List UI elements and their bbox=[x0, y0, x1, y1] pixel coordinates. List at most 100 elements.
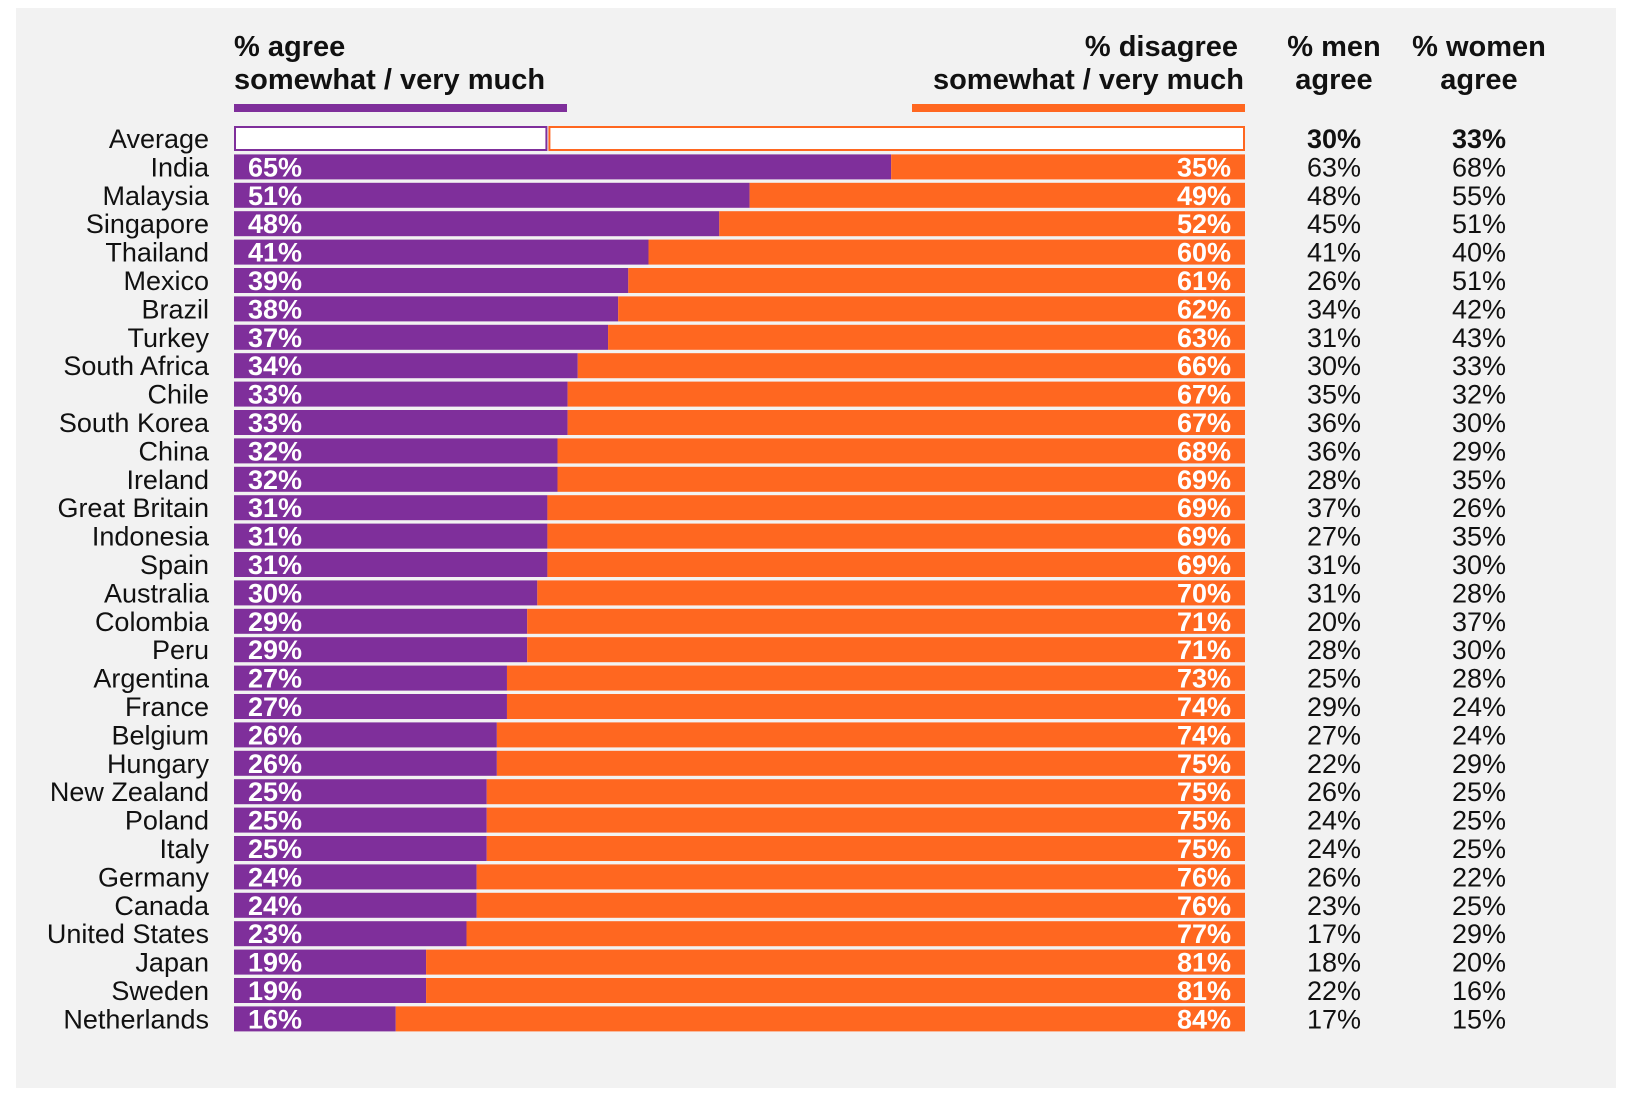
bar-agree-label: 26% bbox=[248, 720, 302, 750]
country-label: Singapore bbox=[86, 209, 209, 239]
bar-agree-label: 33% bbox=[248, 380, 302, 410]
bar-agree-label: 19% bbox=[248, 976, 302, 1006]
country-label: Ireland bbox=[126, 465, 209, 495]
country-label: Poland bbox=[125, 806, 209, 836]
bar-agree bbox=[234, 296, 619, 322]
bar-disagree bbox=[426, 978, 1246, 1003]
bar-agree bbox=[234, 864, 477, 890]
women-agree-value: 29% bbox=[1452, 436, 1506, 466]
bar-agree bbox=[234, 268, 629, 293]
bar-agree bbox=[234, 353, 578, 379]
country-label: Great Britain bbox=[57, 493, 209, 523]
country-label: South Korea bbox=[59, 408, 210, 438]
country-label: Hungary bbox=[107, 749, 210, 779]
women-agree-value: 15% bbox=[1452, 1004, 1506, 1034]
bar-disagree bbox=[608, 324, 1245, 350]
bar-agree bbox=[234, 694, 507, 719]
bar-agree bbox=[234, 978, 427, 1003]
country-label: Canada bbox=[114, 891, 210, 921]
bar-disagree bbox=[496, 722, 1245, 748]
bar-disagree bbox=[466, 921, 1245, 947]
country-label: Brazil bbox=[141, 294, 209, 324]
bar-agree-label: 16% bbox=[248, 1004, 302, 1034]
women-agree-value: 35% bbox=[1452, 522, 1506, 552]
bar-disagree-label: 75% bbox=[1177, 777, 1231, 807]
women-header-line2: agree bbox=[1440, 64, 1517, 96]
country-label: Colombia bbox=[95, 607, 210, 637]
bar-agree bbox=[234, 921, 467, 947]
bar-agree bbox=[234, 750, 497, 776]
bar-agree bbox=[234, 807, 487, 833]
bar-agree-label: 51% bbox=[248, 181, 302, 211]
country-label: Turkey bbox=[127, 323, 209, 353]
bar-disagree bbox=[548, 126, 1245, 151]
bar-agree bbox=[234, 892, 477, 918]
bar-agree bbox=[234, 182, 750, 208]
bar-agree-label: 24% bbox=[248, 862, 302, 892]
women-agree-value: 25% bbox=[1452, 777, 1506, 807]
bar-agree bbox=[234, 324, 609, 350]
women-agree-value: 30% bbox=[1452, 635, 1506, 665]
bar-agree-label: 19% bbox=[248, 948, 302, 978]
men-agree-value: 28% bbox=[1307, 465, 1361, 495]
bar-disagree-label: 62% bbox=[1177, 294, 1231, 324]
bar-agree bbox=[234, 523, 548, 549]
bar-agree bbox=[234, 495, 548, 521]
bar-agree bbox=[234, 1006, 396, 1032]
bar-disagree bbox=[527, 637, 1245, 663]
women-agree-value: 29% bbox=[1452, 749, 1506, 779]
country-label: United States bbox=[47, 919, 209, 949]
bar-disagree bbox=[476, 892, 1245, 918]
bar-disagree-label: 68% bbox=[1177, 436, 1231, 466]
women-agree-value: 42% bbox=[1452, 294, 1506, 324]
agree-header-line2: somewhat / very much bbox=[234, 64, 545, 96]
bar-disagree bbox=[618, 296, 1245, 322]
men-agree-value: 36% bbox=[1307, 408, 1361, 438]
women-agree-value: 37% bbox=[1452, 607, 1506, 637]
women-header-line1: % women bbox=[1412, 31, 1546, 63]
men-header-line2: agree bbox=[1295, 64, 1372, 96]
bar-agree bbox=[234, 381, 568, 407]
country-label: Italy bbox=[159, 834, 209, 864]
men-agree-value: 36% bbox=[1307, 436, 1361, 466]
bar-disagree-label: 74% bbox=[1177, 720, 1231, 750]
country-label: China bbox=[138, 436, 210, 466]
bar-disagree-label: 76% bbox=[1177, 862, 1231, 892]
bar-disagree-label: 75% bbox=[1177, 806, 1231, 836]
country-label: Spain bbox=[140, 550, 209, 580]
bar-agree-label: 32% bbox=[248, 436, 302, 466]
bar-agree bbox=[234, 438, 558, 464]
bar-agree bbox=[234, 552, 548, 577]
bar-disagree-label: 81% bbox=[1177, 948, 1231, 978]
bar-disagree bbox=[486, 807, 1245, 833]
bar-disagree-label: 73% bbox=[1177, 664, 1231, 694]
agree-legend-bar bbox=[234, 104, 567, 112]
bar-disagree-label: 61% bbox=[1177, 266, 1231, 296]
men-agree-value: 26% bbox=[1307, 266, 1361, 296]
men-agree-value: 31% bbox=[1307, 578, 1361, 608]
men-agree-value: 31% bbox=[1307, 550, 1361, 580]
bar-agree bbox=[234, 211, 720, 237]
men-agree-value: 27% bbox=[1307, 720, 1361, 750]
bar-disagree-label: 67% bbox=[1177, 380, 1231, 410]
bar-agree-label: 39% bbox=[248, 266, 302, 296]
women-agree-value: 30% bbox=[1452, 408, 1506, 438]
women-agree-value: 30% bbox=[1452, 550, 1506, 580]
bar-disagree bbox=[527, 608, 1245, 634]
bar-disagree-label: 66% bbox=[1177, 351, 1231, 381]
women-agree-value: 25% bbox=[1452, 891, 1506, 921]
men-agree-value: 41% bbox=[1307, 238, 1361, 268]
bar-agree-label: 41% bbox=[248, 238, 302, 268]
women-agree-value: 33% bbox=[1452, 351, 1506, 381]
bar-agree-label: 27% bbox=[248, 664, 302, 694]
women-agree-value: 40% bbox=[1452, 238, 1506, 268]
bar-disagree-label: 60% bbox=[1177, 238, 1231, 268]
bar-disagree-label: 75% bbox=[1177, 749, 1231, 779]
bar-disagree bbox=[547, 552, 1245, 577]
men-agree-value: 30% bbox=[1307, 124, 1361, 154]
bar-agree-label: 48% bbox=[248, 209, 302, 239]
bar-agree bbox=[234, 665, 507, 691]
bar-disagree-label: 77% bbox=[1177, 919, 1231, 949]
bar-agree-label: 25% bbox=[248, 777, 302, 807]
women-agree-value: 32% bbox=[1452, 380, 1506, 410]
